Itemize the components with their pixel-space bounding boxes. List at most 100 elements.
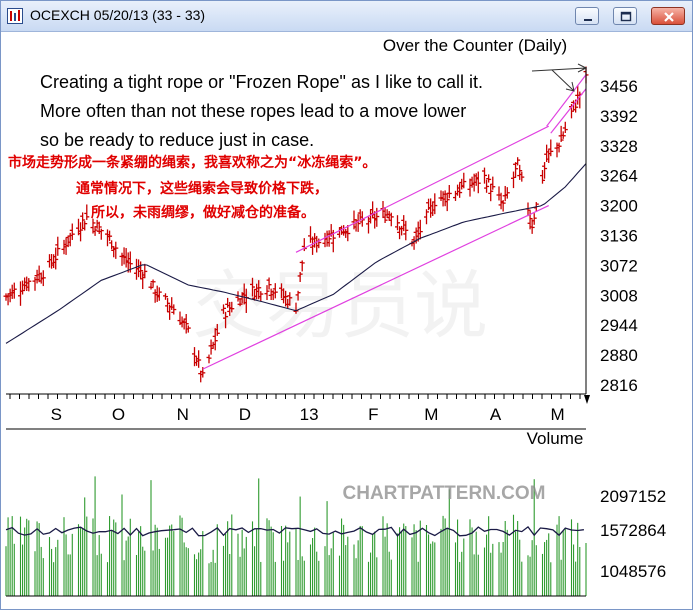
ohlc-bar xyxy=(299,260,305,272)
y-tick-label: 2880 xyxy=(600,346,638,365)
close-button[interactable] xyxy=(651,7,685,25)
ohlc-bar xyxy=(504,187,510,199)
x-tick-label: S xyxy=(51,405,62,424)
ohlc-bar xyxy=(206,354,212,364)
ohlc-bar xyxy=(374,207,380,227)
note-line: Creating a tight rope or "Frozen Rope" a… xyxy=(40,72,483,92)
restore-icon xyxy=(620,11,632,22)
ohlc-bar xyxy=(185,325,191,333)
x-tick-label: A xyxy=(490,405,502,424)
y-tick-label: 3392 xyxy=(600,107,638,126)
restore-button[interactable] xyxy=(613,7,637,25)
y-tick-label: 2944 xyxy=(600,316,638,335)
ohlc-bar xyxy=(395,215,400,231)
ohlc-bar xyxy=(475,171,481,194)
ohlc-bar xyxy=(482,167,487,184)
volume-bars xyxy=(5,476,587,596)
y-tick-label: 3200 xyxy=(600,197,638,216)
minimize-icon xyxy=(584,19,592,21)
ohlc-bar xyxy=(266,277,272,290)
ohlc-bar xyxy=(560,131,566,139)
ohlc-bar xyxy=(515,157,521,166)
chart-app-icon xyxy=(7,8,23,24)
ohlc-bar xyxy=(442,190,448,207)
trendline-rope-upper xyxy=(546,74,587,127)
ohlc-bar xyxy=(444,194,450,212)
y-tick-label: 3264 xyxy=(600,167,638,186)
site-watermark: CHARTPATTERN.COM xyxy=(343,483,546,504)
ohlc-bar xyxy=(223,311,229,329)
minimize-button[interactable] xyxy=(575,7,599,25)
scroll-arrow-icon xyxy=(584,395,590,404)
ohlc-bar xyxy=(171,304,177,315)
volume-tick-label: 1572864 xyxy=(600,521,666,540)
english-annotation: Creating a tight rope or "Frozen Rope" a… xyxy=(40,72,560,159)
ohlc-bar xyxy=(484,179,490,193)
volume-label: Volume xyxy=(527,429,584,448)
y-tick-label: 3008 xyxy=(600,286,638,305)
watermark-layer: 交易员说 xyxy=(192,263,488,349)
ohlc-bar xyxy=(562,121,568,134)
ohlc-bar xyxy=(424,209,429,225)
ohlc-bar xyxy=(446,185,452,199)
ohlc-bar xyxy=(113,241,119,259)
ohlc-bar xyxy=(529,219,535,234)
chart-title: Over the Counter (Daily) xyxy=(383,36,567,55)
ohlc-bar xyxy=(432,193,438,215)
volume-average-line xyxy=(5,525,584,537)
ohlc-bar xyxy=(457,183,463,198)
ohlc-bar xyxy=(287,292,293,306)
ohlc-bar xyxy=(148,282,154,290)
ohlc-bar xyxy=(548,139,554,157)
ohlc-bar xyxy=(490,176,496,190)
ohlc-bar xyxy=(40,270,46,287)
volume-tick-label: 1048576 xyxy=(600,562,666,581)
ohlc-bar xyxy=(183,314,189,334)
ohlc-bar xyxy=(345,225,351,242)
x-tick-label: F xyxy=(368,405,378,424)
ohlc-bar xyxy=(107,230,113,242)
ohlc-bar xyxy=(517,164,523,180)
ohlc-bar xyxy=(156,287,162,301)
ohlc-bar xyxy=(11,282,17,299)
title-bar[interactable]: OCEXCH 05/20/13 (33 - 33) xyxy=(1,1,692,32)
ohlc-bar xyxy=(403,220,409,241)
ohlc-bar xyxy=(84,204,90,220)
ohlc-bar xyxy=(250,277,255,297)
ohlc-bar xyxy=(540,170,545,184)
ohlc-bar xyxy=(53,247,59,270)
note-line: More often than not these ropes lead to … xyxy=(40,101,467,121)
trendline-upper-channel xyxy=(295,125,549,253)
ohlc-bar xyxy=(20,280,26,295)
ohlc-bar xyxy=(272,283,278,299)
indicator-lines xyxy=(5,74,587,370)
ohlc-bar xyxy=(82,221,88,231)
ohlc-bar xyxy=(142,263,148,279)
ohlc-bar xyxy=(488,184,494,202)
ohlc-bar xyxy=(98,228,104,240)
chinese-note-line: 市场走势形成一条紧绷的绳索，我喜欢称之为“冰冻绳索”。 xyxy=(8,155,377,171)
y-tick-label: 3072 xyxy=(600,256,638,275)
ohlc-bar xyxy=(519,171,525,182)
ohlc-bar xyxy=(531,213,537,225)
price-bars xyxy=(3,66,589,383)
chinese-note-line: 通常情况下，这些绳索会导致价格下跌， xyxy=(76,181,328,197)
ohlc-bar xyxy=(78,222,84,242)
ohlc-bar xyxy=(388,212,394,227)
ohlc-bar xyxy=(212,328,218,351)
title-arrows xyxy=(531,63,588,92)
chinese-note-line: 所以，未雨绸缪，做好减仓的准备。 xyxy=(91,205,315,221)
ohlc-bar xyxy=(417,219,423,240)
x-tick-label: M xyxy=(424,405,438,424)
ohlc-bar xyxy=(513,162,519,178)
trendline-rope-lower xyxy=(550,88,587,134)
ohlc-bar xyxy=(214,323,220,336)
trendline-lower-channel xyxy=(202,205,549,370)
volume-tick-label: 2097152 xyxy=(600,487,666,506)
ohlc-bar xyxy=(297,272,303,283)
moving-average-line xyxy=(5,163,587,344)
ohlc-bar xyxy=(258,291,264,302)
ohlc-bar xyxy=(196,350,202,368)
ohlc-bar xyxy=(221,304,226,314)
ohlc-bar xyxy=(80,212,86,229)
